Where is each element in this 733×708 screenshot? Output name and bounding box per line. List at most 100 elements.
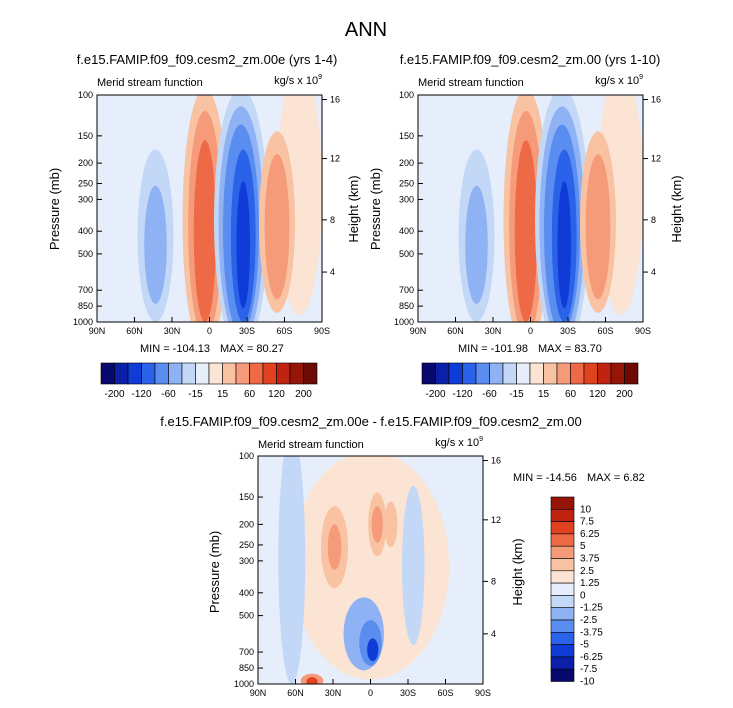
y-right-tick-label: 4 — [491, 629, 496, 639]
colorbar-swatch — [168, 362, 183, 385]
y-right-tick-label: 12 — [330, 154, 340, 164]
colorbar-label: 10 — [580, 504, 592, 515]
panel-3-ylabel: Pressure (mb) — [207, 531, 222, 613]
contour-region — [327, 524, 342, 570]
x-tick-label: 30N — [325, 688, 342, 698]
colorbar-swatch — [222, 362, 237, 385]
contour-region — [371, 506, 383, 543]
colorbar-swatch — [249, 362, 264, 385]
colorbar-label: 120 — [589, 389, 606, 400]
y-tick-label: 400 — [78, 226, 93, 236]
x-tick-label: 60S — [437, 688, 453, 698]
colorbar-label: 60 — [244, 389, 256, 400]
colorbar-main-1: -200 -120 -60 -15 15 60 120 200 — [100, 362, 318, 400]
colorbar-label: -200 — [425, 389, 445, 400]
panel-1-ylabel-right: Height (km) — [346, 175, 361, 242]
y-tick-label: 250 — [78, 179, 93, 189]
y-right-tick-label: 12 — [651, 154, 661, 164]
y-tick-label: 400 — [239, 588, 254, 598]
x-tick-label: 60N — [126, 326, 143, 336]
y-right-tick-label: 4 — [330, 267, 335, 277]
contour-region — [514, 140, 538, 322]
colorbar-swatch — [276, 362, 291, 385]
colorbar-swatch — [550, 607, 575, 621]
colorbar-label: -1.25 — [580, 603, 603, 614]
colorbar-swatch — [195, 362, 210, 385]
colorbar-swatch — [583, 362, 598, 385]
colorbar-swatch — [550, 668, 575, 682]
colorbar-label: -200 — [104, 389, 124, 400]
y-tick-label: 400 — [399, 226, 414, 236]
panel-2-max: MAX = 83.70 — [538, 343, 602, 355]
y-tick-label: 100 — [399, 90, 414, 100]
x-tick-label: 90N — [250, 688, 267, 698]
x-tick-label: 30S — [560, 326, 576, 336]
y-tick-label: 1000 — [73, 317, 93, 327]
y-tick-label: 150 — [399, 131, 414, 141]
plot-contours — [258, 456, 483, 684]
y-tick-label: 1000 — [234, 679, 254, 689]
y-tick-label: 250 — [239, 540, 254, 550]
colorbar-swatch — [550, 595, 575, 609]
colorbar-label: 15 — [217, 389, 229, 400]
y-right-tick-label: 4 — [651, 267, 656, 277]
contour-region — [557, 181, 571, 309]
panel-3-subtitle: Merid stream function — [258, 439, 364, 451]
colorbar-swatch — [550, 545, 575, 559]
colorbar-swatch — [550, 533, 575, 547]
colorbar-swatch — [141, 362, 156, 385]
x-tick-label: 30N — [485, 326, 502, 336]
panel-3: f.e15.FAMIP.f09_f09.cesm2_zm.00e - f.e15… — [160, 414, 645, 698]
colorbar-swatch — [550, 619, 575, 633]
x-tick-label: 30S — [239, 326, 255, 336]
colorbar-swatch — [597, 362, 612, 385]
y-tick-label: 200 — [399, 158, 414, 168]
y-right-tick-label: 16 — [491, 456, 501, 466]
colorbar-swatch — [550, 631, 575, 645]
y-tick-label: 700 — [78, 285, 93, 295]
panel-1-ylabel: Pressure (mb) — [47, 168, 62, 250]
x-tick-label: 60N — [287, 688, 304, 698]
colorbar-swatch — [448, 362, 463, 385]
y-right-tick-label: 16 — [651, 95, 661, 105]
x-tick-label: 0 — [368, 688, 373, 698]
y-right-tick-label: 8 — [330, 215, 335, 225]
y-tick-label: 700 — [399, 285, 414, 295]
panel-2-min: MIN = -101.98 — [458, 343, 528, 355]
colorbar-swatch — [550, 521, 575, 535]
contour-region — [264, 154, 290, 300]
colorbar-label: 200 — [295, 389, 312, 400]
y-tick-label: 850 — [399, 301, 414, 311]
colorbar-label: 1.25 — [580, 578, 600, 589]
y-tick-label: 300 — [399, 194, 414, 204]
x-tick-label: 90S — [314, 326, 330, 336]
colorbar-swatch — [624, 362, 639, 385]
colorbar-swatch — [181, 362, 196, 385]
colorbar-label: -10 — [580, 677, 595, 688]
colorbar-swatch — [235, 362, 250, 385]
colorbar-label: -120 — [131, 389, 151, 400]
panel-2-title: f.e15.FAMIP.f09_f09.cesm2_zm.00 (yrs 1-1… — [400, 52, 661, 67]
colorbar-swatch — [550, 582, 575, 596]
colorbar-swatch — [100, 362, 115, 385]
panel-2-ylabel-right: Height (km) — [669, 175, 684, 242]
y-tick-label: 300 — [78, 194, 93, 204]
colorbar-swatch — [550, 644, 575, 658]
colorbar-swatch — [502, 362, 517, 385]
panel-1-min: MIN = -104.13 — [140, 343, 210, 355]
contour-region — [367, 638, 379, 662]
y-tick-label: 500 — [399, 249, 414, 259]
colorbar-swatch — [610, 362, 625, 385]
plot-contours — [97, 95, 322, 322]
panel-1-plot: 90N 60N 30N 0 30S 60S 90S 100 150 200 250 300 400 500… — [73, 90, 340, 336]
colorbar-swatch — [421, 362, 436, 385]
y-tick-label: 300 — [239, 556, 254, 566]
colorbar-label: 15 — [538, 389, 550, 400]
x-tick-label: 90S — [635, 326, 651, 336]
y-tick-label: 250 — [399, 179, 414, 189]
y-tick-label: 200 — [239, 519, 254, 529]
colorbar-swatch — [550, 508, 575, 522]
panel-2-subtitle: Merid stream function — [418, 77, 524, 89]
colorbar-swatch — [489, 362, 504, 385]
